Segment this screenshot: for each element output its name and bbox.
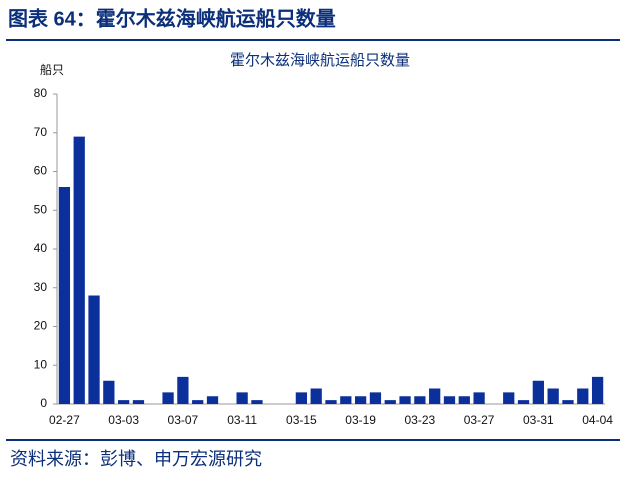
y-tick-label: 0: [40, 396, 47, 410]
bar: [118, 400, 130, 404]
x-tick-label: 03-27: [464, 413, 495, 427]
bar: [414, 396, 426, 404]
bar: [88, 295, 100, 404]
x-tick-label: 03-31: [523, 413, 554, 427]
y-tick-label: 60: [34, 164, 48, 178]
y-tick-label: 40: [34, 241, 48, 255]
bar: [547, 388, 559, 404]
bar: [384, 400, 396, 404]
bar: [162, 392, 174, 404]
x-tick-label: 03-11: [227, 413, 257, 427]
bar: [429, 388, 441, 404]
bar: [58, 187, 71, 404]
bar: [73, 136, 85, 404]
y-tick-label: 50: [34, 202, 48, 216]
bar: [340, 396, 352, 404]
chart-title: 霍尔木兹海峡航运船只数量: [230, 52, 410, 69]
bar: [325, 400, 337, 404]
x-tick-label: 03-23: [405, 413, 436, 427]
bar: [177, 376, 189, 404]
x-tick-label: 04-04: [582, 413, 613, 427]
bar: [251, 400, 263, 404]
y-tick-label: 70: [34, 125, 48, 139]
bar: [443, 396, 456, 404]
y-tick-label: 80: [34, 86, 48, 100]
bar: [473, 392, 485, 404]
bar: [577, 388, 589, 404]
bar: [103, 380, 115, 404]
x-tick-label: 02-27: [49, 413, 80, 427]
bar: [591, 376, 604, 404]
header-title: 图表 64：霍尔木兹海峡航运船只数量: [8, 6, 336, 30]
y-label: 船只: [40, 63, 64, 77]
source: 资料来源：彭博、申万宏源研究: [10, 449, 262, 469]
bar: [369, 392, 382, 404]
bar: [310, 388, 322, 404]
y-tick-label: 10: [34, 357, 48, 371]
bar: [517, 400, 530, 404]
x-tick-label: 03-19: [345, 413, 376, 427]
y-tick-label: 30: [34, 280, 48, 294]
bar: [532, 380, 544, 404]
bar: [295, 392, 308, 404]
bar: [399, 396, 411, 404]
bar: [458, 396, 470, 404]
bar: [132, 400, 145, 404]
bar: [206, 396, 219, 404]
bar: [192, 400, 204, 404]
x-tick-label: 03-15: [286, 413, 317, 427]
y-tick-label: 20: [34, 319, 48, 333]
bar: [503, 392, 515, 404]
bar: [354, 396, 367, 404]
x-tick-label: 03-07: [168, 413, 199, 427]
bar: [236, 392, 248, 404]
x-tick-label: 03-03: [108, 413, 139, 427]
bar: [562, 400, 574, 404]
